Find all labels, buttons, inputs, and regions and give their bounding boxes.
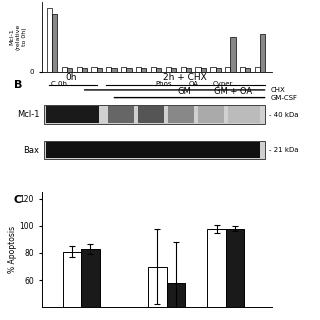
- Bar: [82, 68, 87, 72]
- Y-axis label: % Apoptosis: % Apoptosis: [8, 226, 17, 273]
- Text: Mcl-1: Mcl-1: [17, 110, 39, 119]
- Bar: [226, 228, 244, 320]
- Bar: [106, 67, 111, 72]
- Text: - 21 kDa: - 21 kDa: [268, 147, 298, 153]
- Text: B: B: [14, 80, 22, 90]
- Bar: [198, 106, 224, 123]
- Text: Phos: Phos: [155, 81, 172, 87]
- Bar: [156, 68, 161, 72]
- Bar: [240, 67, 245, 72]
- Bar: [138, 106, 164, 123]
- Bar: [141, 68, 146, 72]
- Bar: [180, 67, 186, 72]
- Bar: [52, 14, 57, 72]
- Text: GM: GM: [178, 87, 191, 96]
- Bar: [151, 67, 156, 72]
- Text: GM-CSF: GM-CSF: [270, 95, 298, 100]
- Y-axis label: Mcl-1
(relative
to 0h): Mcl-1 (relative to 0h): [9, 24, 27, 50]
- Bar: [46, 106, 99, 123]
- Bar: [245, 68, 251, 72]
- Bar: [44, 141, 265, 159]
- Bar: [230, 37, 236, 72]
- Bar: [196, 67, 201, 72]
- Bar: [228, 106, 260, 123]
- Text: C 0h: C 0h: [52, 81, 68, 87]
- Bar: [210, 67, 215, 72]
- Bar: [62, 67, 67, 72]
- Bar: [255, 67, 260, 72]
- Bar: [67, 68, 72, 72]
- Bar: [168, 106, 194, 123]
- Bar: [47, 8, 52, 72]
- Text: Bax: Bax: [23, 146, 39, 155]
- Bar: [186, 68, 191, 72]
- Bar: [215, 68, 221, 72]
- Bar: [92, 67, 97, 72]
- Bar: [148, 267, 167, 320]
- Text: OA: OA: [188, 81, 198, 87]
- Bar: [76, 67, 82, 72]
- Text: 0h: 0h: [66, 73, 77, 82]
- Bar: [44, 105, 265, 124]
- Bar: [111, 68, 117, 72]
- Text: C: C: [14, 196, 22, 205]
- Bar: [81, 249, 100, 320]
- Bar: [97, 68, 102, 72]
- Bar: [166, 67, 171, 72]
- Bar: [108, 106, 134, 123]
- Bar: [121, 67, 126, 72]
- Text: CHX: CHX: [270, 87, 285, 93]
- Bar: [225, 67, 230, 72]
- Text: Cyper: Cyper: [213, 81, 233, 87]
- Bar: [167, 283, 185, 320]
- Text: 2h + CHX: 2h + CHX: [163, 73, 206, 82]
- Bar: [136, 67, 141, 72]
- Text: - 40 kDa: - 40 kDa: [268, 112, 298, 118]
- Bar: [171, 68, 176, 72]
- Bar: [126, 68, 132, 72]
- Bar: [201, 68, 206, 72]
- Bar: [63, 252, 81, 320]
- Bar: [260, 34, 265, 72]
- Bar: [207, 228, 226, 320]
- Text: GM + OA: GM + OA: [214, 87, 252, 96]
- Bar: [46, 142, 260, 158]
